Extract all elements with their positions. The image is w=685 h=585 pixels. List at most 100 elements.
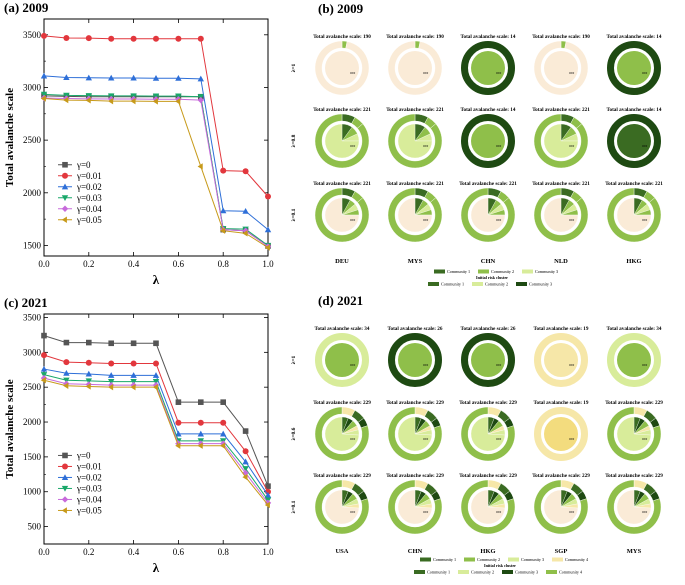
legend-label: Community 3 bbox=[535, 269, 558, 274]
data-point bbox=[197, 442, 203, 449]
inner-pie-slice bbox=[617, 51, 651, 85]
legend-swatch bbox=[552, 557, 563, 562]
slice-label: 0000 bbox=[642, 438, 648, 441]
legend-label: Community 4 bbox=[559, 570, 583, 575]
legend-label: γ=0.02 bbox=[76, 182, 102, 192]
data-point bbox=[175, 98, 181, 105]
legend-label: γ=0.03 bbox=[76, 193, 102, 203]
legend-label: Community 3 bbox=[521, 557, 544, 562]
inner-pie-slice bbox=[324, 197, 360, 233]
column-label: CHN bbox=[408, 548, 423, 555]
data-point bbox=[85, 97, 91, 104]
donut-title: Total avalanche scale: 26 bbox=[461, 326, 516, 332]
legend-label: Community 1 bbox=[441, 282, 464, 287]
inner-pie-slice bbox=[324, 489, 360, 525]
legend-inner-title: Initial risk cluster bbox=[484, 563, 516, 568]
column-label: CHN bbox=[481, 258, 496, 265]
legend-label: γ=0.04 bbox=[76, 204, 102, 214]
x-tick-label: 0.8 bbox=[218, 547, 230, 557]
data-point bbox=[153, 340, 159, 347]
data-point bbox=[220, 207, 227, 214]
inner-pie-slice bbox=[397, 197, 433, 233]
inner-pie-slice bbox=[617, 124, 651, 158]
legend-label: Community 4 bbox=[565, 557, 589, 562]
data-point bbox=[220, 430, 227, 437]
legend-label: Community 2 bbox=[477, 557, 500, 562]
legend-swatch bbox=[458, 570, 469, 574]
data-point bbox=[197, 75, 204, 82]
data-point bbox=[242, 473, 248, 481]
slice-label: 0000 bbox=[569, 438, 575, 441]
data-point bbox=[85, 74, 92, 81]
data-point bbox=[175, 74, 182, 81]
panel-title: (c) 2021 bbox=[4, 295, 48, 310]
outer-ring-segment bbox=[607, 114, 661, 168]
data-point bbox=[197, 419, 204, 426]
data-point bbox=[130, 35, 137, 42]
slice-label: 0000 bbox=[423, 72, 429, 75]
legend-swatch bbox=[420, 557, 431, 562]
y-tick-label: 1500 bbox=[23, 240, 42, 250]
data-point bbox=[152, 74, 160, 81]
column-label: SGP bbox=[555, 548, 568, 555]
y-tick-label: 500 bbox=[28, 522, 42, 532]
legend-swatch bbox=[472, 282, 483, 286]
outer-ring-segment bbox=[533, 40, 589, 96]
data-point bbox=[41, 32, 47, 39]
donut-title: Total avalanche scale: 229 bbox=[459, 473, 517, 479]
outer-ring-segment bbox=[606, 187, 662, 243]
donut-title: Total avalanche scale: 14 bbox=[461, 107, 516, 113]
row-label: λ=0.1 bbox=[291, 500, 297, 513]
data-point bbox=[108, 372, 115, 378]
data-point bbox=[130, 360, 137, 367]
outer-ring-segment bbox=[314, 40, 370, 96]
data-point bbox=[108, 74, 115, 81]
x-tick-label: 0.2 bbox=[83, 547, 94, 557]
column-label: MYS bbox=[627, 548, 642, 555]
data-point bbox=[153, 360, 159, 367]
legend-marker bbox=[61, 205, 69, 212]
data-point bbox=[242, 168, 249, 175]
outer-ring-segment bbox=[461, 114, 515, 168]
data-point bbox=[63, 34, 70, 41]
data-point bbox=[40, 377, 46, 384]
donut-title: Total avalanche scale: 229 bbox=[532, 473, 590, 479]
outer-ring-segment bbox=[314, 187, 370, 243]
data-point bbox=[197, 430, 204, 437]
legend-marker bbox=[61, 183, 69, 190]
legend-label: Community 2 bbox=[471, 570, 494, 575]
legend-swatch bbox=[546, 570, 557, 574]
data-point bbox=[152, 372, 160, 378]
data-point bbox=[220, 227, 226, 234]
data-point bbox=[220, 442, 226, 449]
slice-label: 0000 bbox=[569, 511, 575, 514]
data-point bbox=[197, 35, 204, 42]
outer-ring-segment bbox=[461, 41, 515, 95]
y-tick-label: 1500 bbox=[23, 452, 42, 462]
row-label: λ=1 bbox=[291, 63, 297, 72]
slice-label: 0000 bbox=[569, 364, 575, 367]
data-point bbox=[108, 97, 114, 105]
donut-title: Total avalanche scale: 229 bbox=[605, 400, 663, 406]
legend-label: Community 1 bbox=[447, 269, 470, 274]
legend-label: Community 3 bbox=[515, 570, 538, 575]
x-axis-label: λ bbox=[153, 272, 160, 287]
row-label: λ=1 bbox=[291, 355, 297, 364]
outer-ring-segment bbox=[314, 479, 370, 535]
donut-title: Total avalanche scale: 229 bbox=[313, 473, 371, 479]
data-point bbox=[63, 96, 69, 104]
inner-pie-slice bbox=[617, 343, 651, 377]
outer-ring-segment bbox=[607, 41, 661, 95]
data-point bbox=[197, 163, 203, 170]
panel-title: (b) 2009 bbox=[318, 1, 364, 16]
donut-title: Total avalanche scale: 221 bbox=[532, 181, 590, 187]
y-tick-label: 1000 bbox=[23, 487, 42, 497]
slice-label: 0000 bbox=[350, 364, 356, 367]
legend-marker bbox=[61, 507, 67, 514]
inner-pie-slice bbox=[543, 197, 579, 233]
y-tick-label: 3000 bbox=[23, 82, 42, 92]
legend-label: γ=0.05 bbox=[76, 215, 102, 225]
inner-pie-slice bbox=[324, 416, 360, 452]
slice-label: 0000 bbox=[642, 511, 648, 514]
outer-ring-segment bbox=[460, 187, 516, 243]
